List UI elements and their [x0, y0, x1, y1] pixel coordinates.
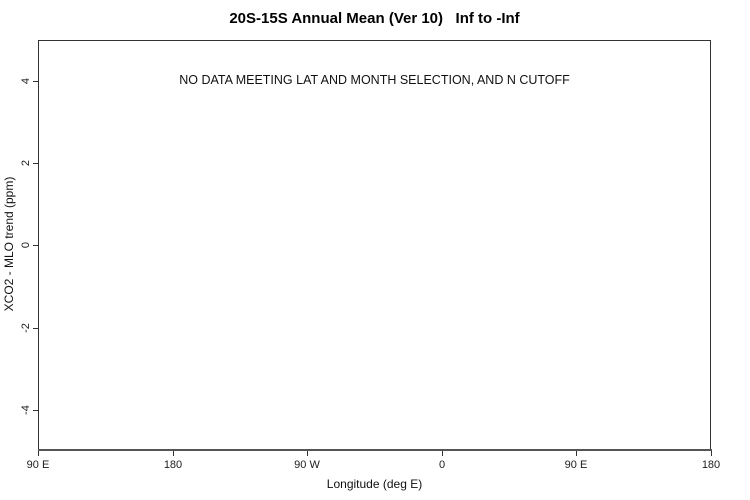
- y-tick-mark: [33, 410, 38, 411]
- y-tick-label: 4: [20, 77, 32, 85]
- x-tick-label: 90 W: [294, 459, 320, 471]
- y-tick-label: 0: [20, 241, 32, 249]
- x-axis-title: Longitude (deg E): [326, 477, 423, 491]
- x-tick-mark: [711, 451, 712, 456]
- x-tick-label: 90 E: [564, 459, 588, 471]
- y-tick-mark: [33, 81, 38, 82]
- y-tick-label: 2: [20, 159, 32, 167]
- x-tick-mark: [576, 451, 577, 456]
- y-tick-mark: [33, 245, 38, 246]
- x-tick-mark: [442, 451, 443, 456]
- chart-title: 20S-15S Annual Mean (Ver 10) Inf to -Inf: [229, 10, 520, 27]
- y-tick-label: -2: [20, 323, 32, 333]
- x-tick-label: 180: [163, 459, 183, 471]
- y-tick-mark: [33, 328, 38, 329]
- x-axis-line: [38, 449, 712, 451]
- y-tick-mark: [33, 163, 38, 164]
- x-tick-label: 0: [438, 459, 446, 471]
- x-tick-mark: [38, 451, 39, 456]
- x-tick-label: 90 E: [26, 459, 50, 471]
- plot-area: [38, 40, 711, 450]
- y-tick-label: -4: [20, 405, 32, 415]
- y-axis-title: XCO2 - MLO trend (ppm): [2, 176, 16, 312]
- x-tick-mark: [307, 451, 308, 456]
- x-tick-label: 180: [701, 459, 721, 471]
- no-data-annotation: NO DATA MEETING LAT AND MONTH SELECTION,…: [179, 73, 570, 87]
- x-tick-mark: [173, 451, 174, 456]
